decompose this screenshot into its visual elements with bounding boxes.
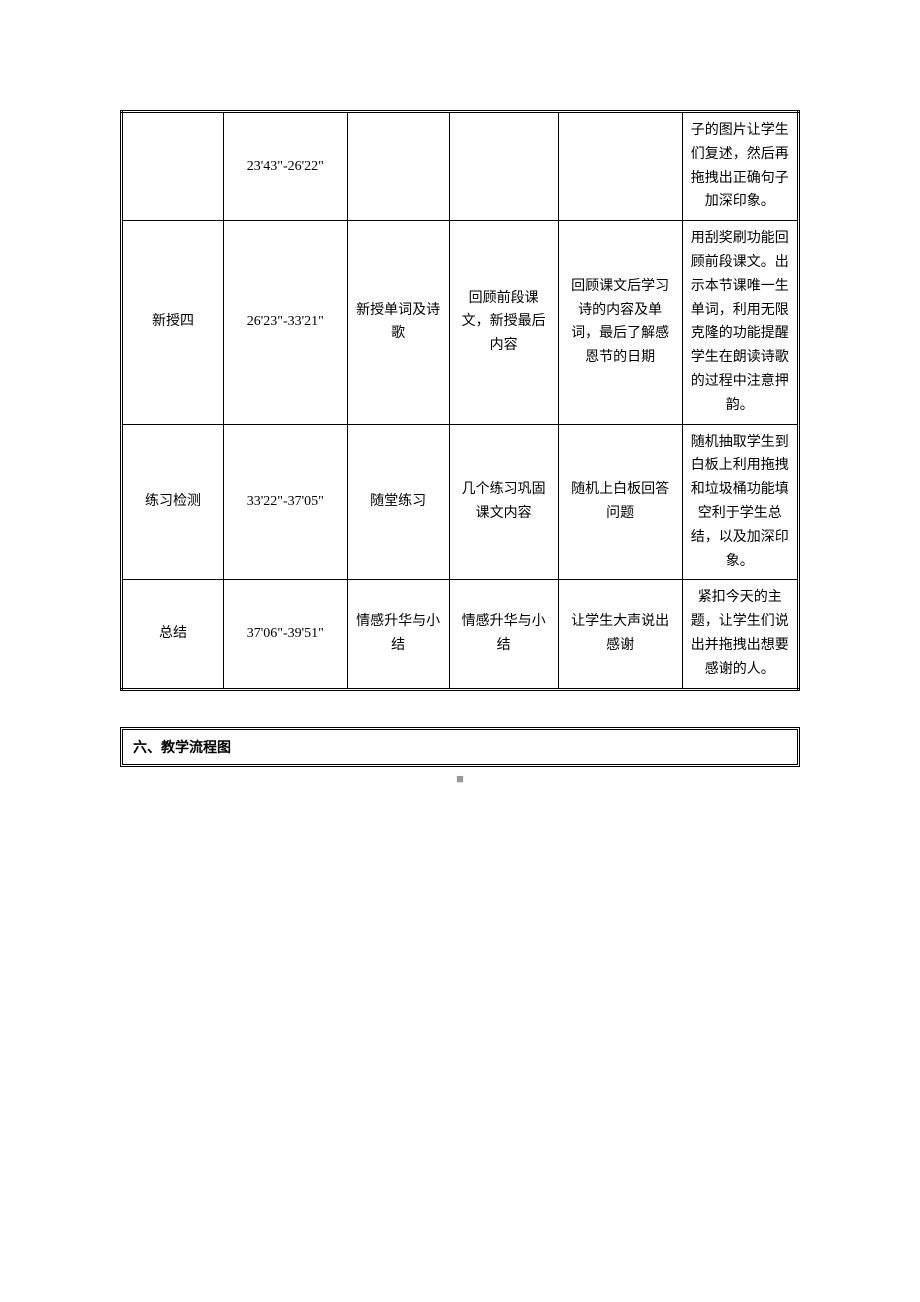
cell-teacher-activity: 回顾前段课文，新授最后内容	[449, 221, 558, 424]
cell-content: 随堂练习	[347, 424, 449, 580]
cell-stage	[122, 112, 224, 221]
cell-time: 33'22"-37'05"	[223, 424, 347, 580]
cell-notes: 子的图片让学生们复述，然后再拖拽出正确句子加深印象。	[682, 112, 799, 221]
table-row: 总结 37'06"-39'51" 情感升华与小结 情感升华与小结 让学生大声说出…	[122, 580, 799, 689]
cell-teacher-activity: 几个练习巩固课文内容	[449, 424, 558, 580]
cell-stage: 总结	[122, 580, 224, 689]
cell-content: 新授单词及诗歌	[347, 221, 449, 424]
cell-notes: 紧扣今天的主题，让学生们说出并拖拽出想要感谢的人。	[682, 580, 799, 689]
lesson-plan-table: 23'43"-26'22" 子的图片让学生们复述，然后再拖拽出正确句子加深印象。…	[120, 110, 800, 691]
table-row: 23'43"-26'22" 子的图片让学生们复述，然后再拖拽出正确句子加深印象。	[122, 112, 799, 221]
cell-teacher-activity	[449, 112, 558, 221]
cell-student-activity: 回顾课文后学习诗的内容及单词，最后了解感恩节的日期	[558, 221, 682, 424]
section-title-box: 六、教学流程图	[120, 727, 800, 767]
cell-notes: 用刮奖刷功能回顾前段课文。出示本节课唯一生单词，利用无限克隆的功能提醒学生在朗读…	[682, 221, 799, 424]
cell-notes: 随机抽取学生到白板上利用拖拽和垃圾桶功能填空利于学生总结，以及加深印象。	[682, 424, 799, 580]
cell-stage: 练习检测	[122, 424, 224, 580]
cell-time: 26'23"-33'21"	[223, 221, 347, 424]
cell-content: 情感升华与小结	[347, 580, 449, 689]
cell-time: 37'06"-39'51"	[223, 580, 347, 689]
cell-time: 23'43"-26'22"	[223, 112, 347, 221]
section-title-text: 六、教学流程图	[133, 741, 231, 756]
cell-content	[347, 112, 449, 221]
cell-student-activity	[558, 112, 682, 221]
page-indicator: ■	[120, 771, 800, 787]
cell-stage: 新授四	[122, 221, 224, 424]
table-row: 练习检测 33'22"-37'05" 随堂练习 几个练习巩固课文内容 随机上白板…	[122, 424, 799, 580]
table-row: 新授四 26'23"-33'21" 新授单词及诗歌 回顾前段课文，新授最后内容 …	[122, 221, 799, 424]
cell-student-activity: 让学生大声说出感谢	[558, 580, 682, 689]
cell-student-activity: 随机上白板回答问题	[558, 424, 682, 580]
cell-teacher-activity: 情感升华与小结	[449, 580, 558, 689]
